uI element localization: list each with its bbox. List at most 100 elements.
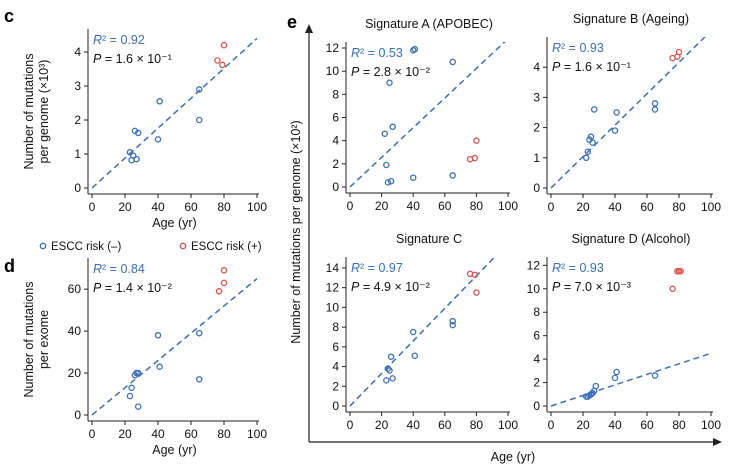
r-squared-label-value: = 0.53 — [364, 46, 403, 60]
p-value-label-value: = 4.9 × 10⁻² — [359, 280, 430, 294]
data-point — [195, 376, 203, 383]
y-tick-label: 20 — [68, 366, 82, 380]
r-squared-label-superscript: ² — [102, 33, 106, 47]
x-tick-label: 0 — [347, 199, 354, 213]
r-squared-label-value: = 0.93 — [565, 261, 604, 275]
r-squared-label: R² = 0.53 — [351, 46, 403, 60]
y-tick-label: 6 — [332, 111, 339, 125]
series-escc-risk-plus — [466, 270, 480, 296]
data-point — [154, 136, 162, 143]
panel-letter-d: d — [4, 256, 15, 276]
regression-line — [349, 42, 506, 188]
y-tick-label: 6 — [533, 329, 540, 343]
y-tick-label: 40 — [68, 324, 82, 338]
data-point — [675, 48, 683, 56]
x-tick-label: 20 — [375, 418, 389, 432]
x-tick-label: 0 — [548, 200, 555, 214]
series-escc-risk-minus — [126, 329, 203, 410]
panel-e-xlabel: Age (yr) — [491, 450, 535, 464]
series-escc-risk-minus — [383, 317, 456, 384]
regression-line — [91, 278, 258, 416]
p-value-label: P = 4.9 × 10⁻² — [351, 280, 430, 294]
data-point — [134, 369, 142, 377]
p-value-label: P = 2.8 × 10⁻² — [351, 65, 430, 79]
y-tick-label: 12 — [326, 281, 340, 295]
data-point — [220, 41, 228, 49]
x-tick-label: 20 — [576, 200, 590, 214]
r-squared-label-symbol: R — [552, 261, 561, 275]
x-tick-label: 80 — [217, 427, 231, 441]
data-point — [411, 352, 419, 359]
x-tick-label: 80 — [470, 418, 484, 432]
data-point — [471, 154, 479, 162]
y-tick-label: 4 — [533, 352, 540, 366]
data-point — [386, 79, 393, 87]
p-value-label-symbol: P — [351, 65, 360, 79]
x-tick-label: 40 — [151, 427, 165, 441]
data-point — [473, 289, 480, 296]
legend: ESCC risk (–) ESCC risk (+) — [39, 241, 262, 253]
r-squared-label-symbol: R — [351, 46, 360, 60]
data-point — [126, 392, 134, 400]
data-point — [126, 149, 134, 156]
p-value-label: P = 1.4 × 10⁻² — [93, 281, 172, 295]
chart-title: Signature C — [396, 232, 462, 246]
x-tick-label: 80 — [672, 200, 686, 214]
chart-d: 0 20 40 60 80 100 0 20 40 60 Age (yr) Number of mut… — [22, 258, 267, 457]
data-point — [129, 152, 137, 159]
legend-marker-blue — [39, 242, 47, 250]
y-axis-label-line: Number of mutations — [22, 281, 36, 397]
y-tick-label: 2 — [533, 121, 540, 135]
y-tick-label: 0 — [74, 181, 81, 195]
data-point — [587, 133, 595, 140]
series-escc-risk-minus — [582, 100, 659, 162]
x-tick-label: 80 — [217, 200, 231, 214]
chart-c: 0 20 40 60 80 100 0 1 2 3 4 Age (yr) Number of mutat… — [22, 29, 267, 230]
legend-label-blue: ESCC risk (–) — [51, 241, 121, 253]
r-squared-label-superscript: ² — [561, 41, 565, 55]
r-squared-label: R² = 0.93 — [552, 261, 604, 275]
x-tick-label: 60 — [640, 418, 654, 432]
panel-e-x-arrowhead — [713, 438, 722, 446]
data-point — [449, 317, 456, 325]
y-tick-label: 0 — [332, 180, 339, 194]
data-point — [219, 61, 226, 69]
p-value-label-value: = 1.6 × 10⁻¹ — [560, 60, 631, 74]
r-squared-label-superscript: ² — [360, 46, 364, 60]
x-tick-label: 20 — [576, 418, 590, 432]
x-tick-label: 0 — [89, 427, 96, 441]
r-squared-label: R² = 0.84 — [93, 262, 145, 276]
series-escc-risk-minus — [126, 86, 203, 164]
p-value-label-symbol: P — [552, 280, 561, 294]
y-tick-label: 1 — [74, 147, 81, 161]
r-squared-label-superscript: ² — [360, 261, 364, 275]
data-point — [584, 148, 592, 155]
data-point — [156, 363, 163, 371]
y-tick-label: 60 — [68, 282, 82, 296]
panel-e-ylabel: Number of mutations per genome (×10²) — [289, 120, 303, 343]
r-squared-label-symbol: R — [552, 41, 561, 55]
data-point — [195, 86, 203, 93]
regression-line — [349, 257, 496, 407]
y-tick-label: 2 — [74, 113, 81, 127]
y-tick-label: 0 — [332, 399, 339, 413]
data-point — [383, 161, 390, 169]
data-point — [611, 127, 619, 134]
x-tick-label: 0 — [89, 200, 96, 214]
data-point — [669, 285, 676, 293]
data-point — [473, 137, 480, 144]
y-tick-label: 4 — [74, 45, 81, 59]
data-point — [449, 321, 456, 329]
x-axis-label: Age (yr) — [152, 216, 196, 230]
series-escc-risk-plus — [669, 267, 684, 293]
x-tick-label: 80 — [672, 418, 686, 432]
r-squared-label-value: = 0.93 — [565, 41, 604, 55]
p-value-label-symbol: P — [552, 60, 561, 74]
data-point — [471, 271, 479, 279]
y-tick-label: 6 — [332, 340, 339, 354]
x-tick-label: 20 — [118, 427, 132, 441]
panel-e-y-arrowhead — [305, 24, 313, 33]
x-tick-label: 40 — [151, 200, 165, 214]
